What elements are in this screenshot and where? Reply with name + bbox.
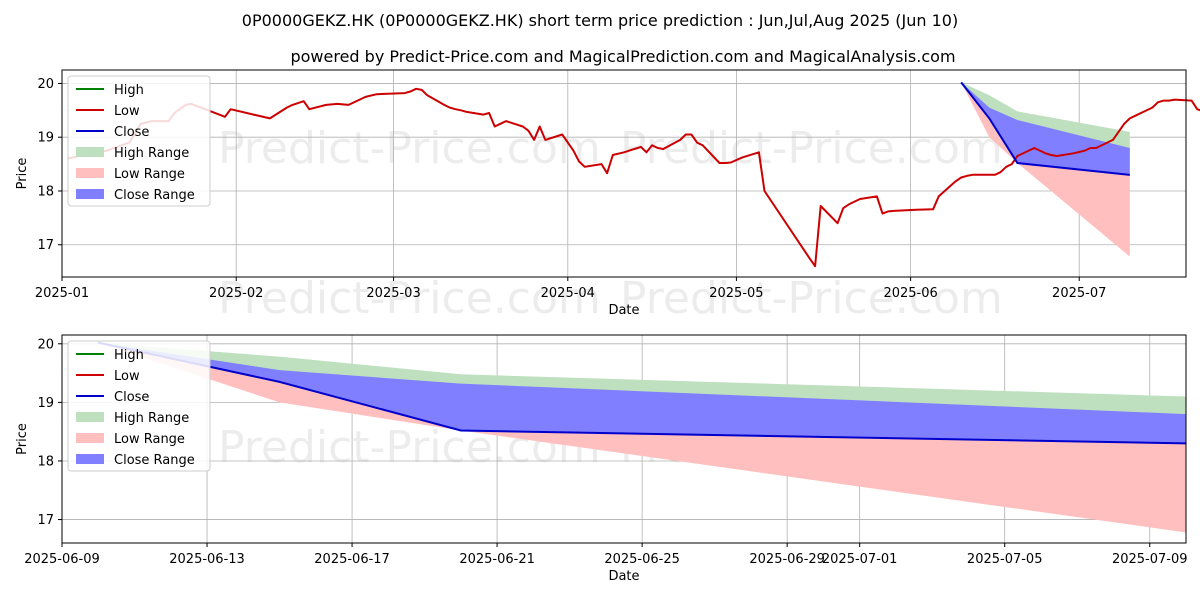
- x-tick-label: 2025-07-09: [1112, 552, 1188, 567]
- legend-close-range-swatch: [76, 454, 104, 464]
- legend-high-range-label: High Range: [114, 411, 189, 426]
- x-tick-label: 2025-06: [883, 286, 937, 301]
- y-axis-label: Price: [15, 158, 30, 190]
- x-tick-label: 2025-04: [541, 286, 595, 301]
- x-tick-label: 2025-07: [1052, 286, 1106, 301]
- main-panel: Predict-Price.com Predict-Price.com Predic…: [15, 69, 1200, 324]
- watermark-text: Predict-Price.com: [218, 273, 601, 324]
- y-axis-label: Price: [15, 423, 30, 455]
- x-axis-label: Date: [608, 303, 639, 318]
- y-tick-label: 18: [37, 184, 54, 199]
- x-tick-label: 2025-06-13: [169, 552, 245, 567]
- legend-low-range-swatch: [76, 168, 104, 178]
- legend-low-label: Low: [114, 369, 140, 384]
- x-tick-label: 2025-02: [209, 286, 263, 301]
- y-tick-label: 17: [37, 513, 54, 528]
- legend-close-range-swatch: [76, 189, 104, 199]
- chart-title: 0P0000GEKZ.HK (0P0000GEKZ.HK) short term…: [242, 11, 958, 30]
- legend-low-range-swatch: [76, 433, 104, 443]
- legend-high-range-label: High Range: [114, 146, 189, 161]
- legend-low-range-label: Low Range: [114, 432, 185, 447]
- legend-low-range-label: Low Range: [114, 167, 185, 182]
- x-tick-label: 2025-06-25: [604, 552, 680, 567]
- legend-low-label: Low: [114, 104, 140, 119]
- chart-subtitle: powered by Predict-Price.com and Magical…: [290, 47, 955, 66]
- legend-high-range-swatch: [76, 147, 104, 157]
- x-axis-label: Date: [608, 569, 639, 584]
- legend-high-range-swatch: [76, 412, 104, 422]
- low-range-band: [961, 82, 1130, 257]
- x-tick-label: 2025-07-05: [967, 552, 1043, 567]
- y-tick-label: 17: [37, 238, 54, 253]
- zoom-panel: Predict-Price.comPredict-Price.com2025-0…: [15, 334, 1188, 584]
- close-range-band: [98, 342, 1187, 444]
- close-range-band: [961, 82, 1130, 175]
- legend-close-label: Close: [114, 125, 149, 140]
- legend-high-label: High: [114, 348, 144, 363]
- close-forecast-line: [960, 81, 1130, 176]
- legend-close-label: Close: [114, 390, 149, 405]
- watermark-text: Predict-Price.com: [218, 123, 601, 174]
- y-tick-label: 20: [37, 337, 54, 352]
- x-tick-label: 2025-06-21: [459, 552, 535, 567]
- x-tick-label: 2025-03: [366, 286, 420, 301]
- x-tick-label: 2025-06-29: [749, 552, 825, 567]
- watermark-text: Predict-Price.com: [620, 123, 1003, 174]
- x-tick-label: 2025-07-01: [822, 552, 898, 567]
- plot-frame: [61, 69, 1187, 278]
- low-range-band: [98, 342, 1187, 533]
- y-tick-label: 18: [37, 454, 54, 469]
- x-tick-label: 2025-06-09: [24, 552, 100, 567]
- low-price-line: [67, 87, 1200, 268]
- y-tick-label: 19: [37, 131, 54, 146]
- legend-close-range-label: Close Range: [114, 453, 195, 468]
- legend-close-range-label: Close Range: [114, 188, 195, 203]
- x-tick-label: 2025-05: [709, 286, 763, 301]
- y-tick-label: 20: [37, 77, 54, 92]
- x-tick-label: 2025-01: [35, 286, 89, 301]
- watermark-text: Predict-Price.com: [620, 273, 1003, 324]
- plot-frame: [61, 334, 1187, 544]
- legend-high-label: High: [114, 83, 144, 98]
- x-tick-label: 2025-06-17: [314, 552, 390, 567]
- y-tick-label: 19: [37, 396, 54, 411]
